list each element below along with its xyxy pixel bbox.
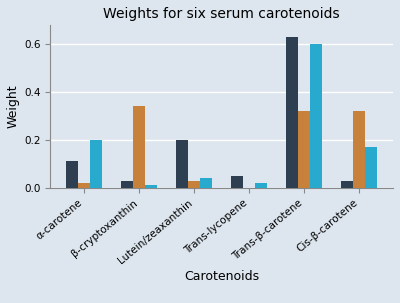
Bar: [90, 140, 102, 188]
Bar: [145, 185, 157, 188]
Bar: [121, 181, 133, 188]
Bar: [310, 44, 322, 188]
Title: Weights for six serum carotenoids: Weights for six serum carotenoids: [103, 7, 340, 21]
Bar: [188, 181, 200, 188]
Bar: [353, 111, 365, 188]
Bar: [133, 106, 145, 188]
Y-axis label: Weight: Weight: [7, 85, 20, 128]
X-axis label: Carotenoids: Carotenoids: [184, 270, 259, 283]
Bar: [200, 178, 212, 188]
Bar: [286, 37, 298, 188]
Bar: [231, 176, 243, 188]
Bar: [176, 140, 188, 188]
Bar: [341, 181, 353, 188]
Bar: [365, 147, 378, 188]
Bar: [255, 183, 267, 188]
Bar: [298, 111, 310, 188]
Bar: [66, 161, 78, 188]
Bar: [78, 183, 90, 188]
